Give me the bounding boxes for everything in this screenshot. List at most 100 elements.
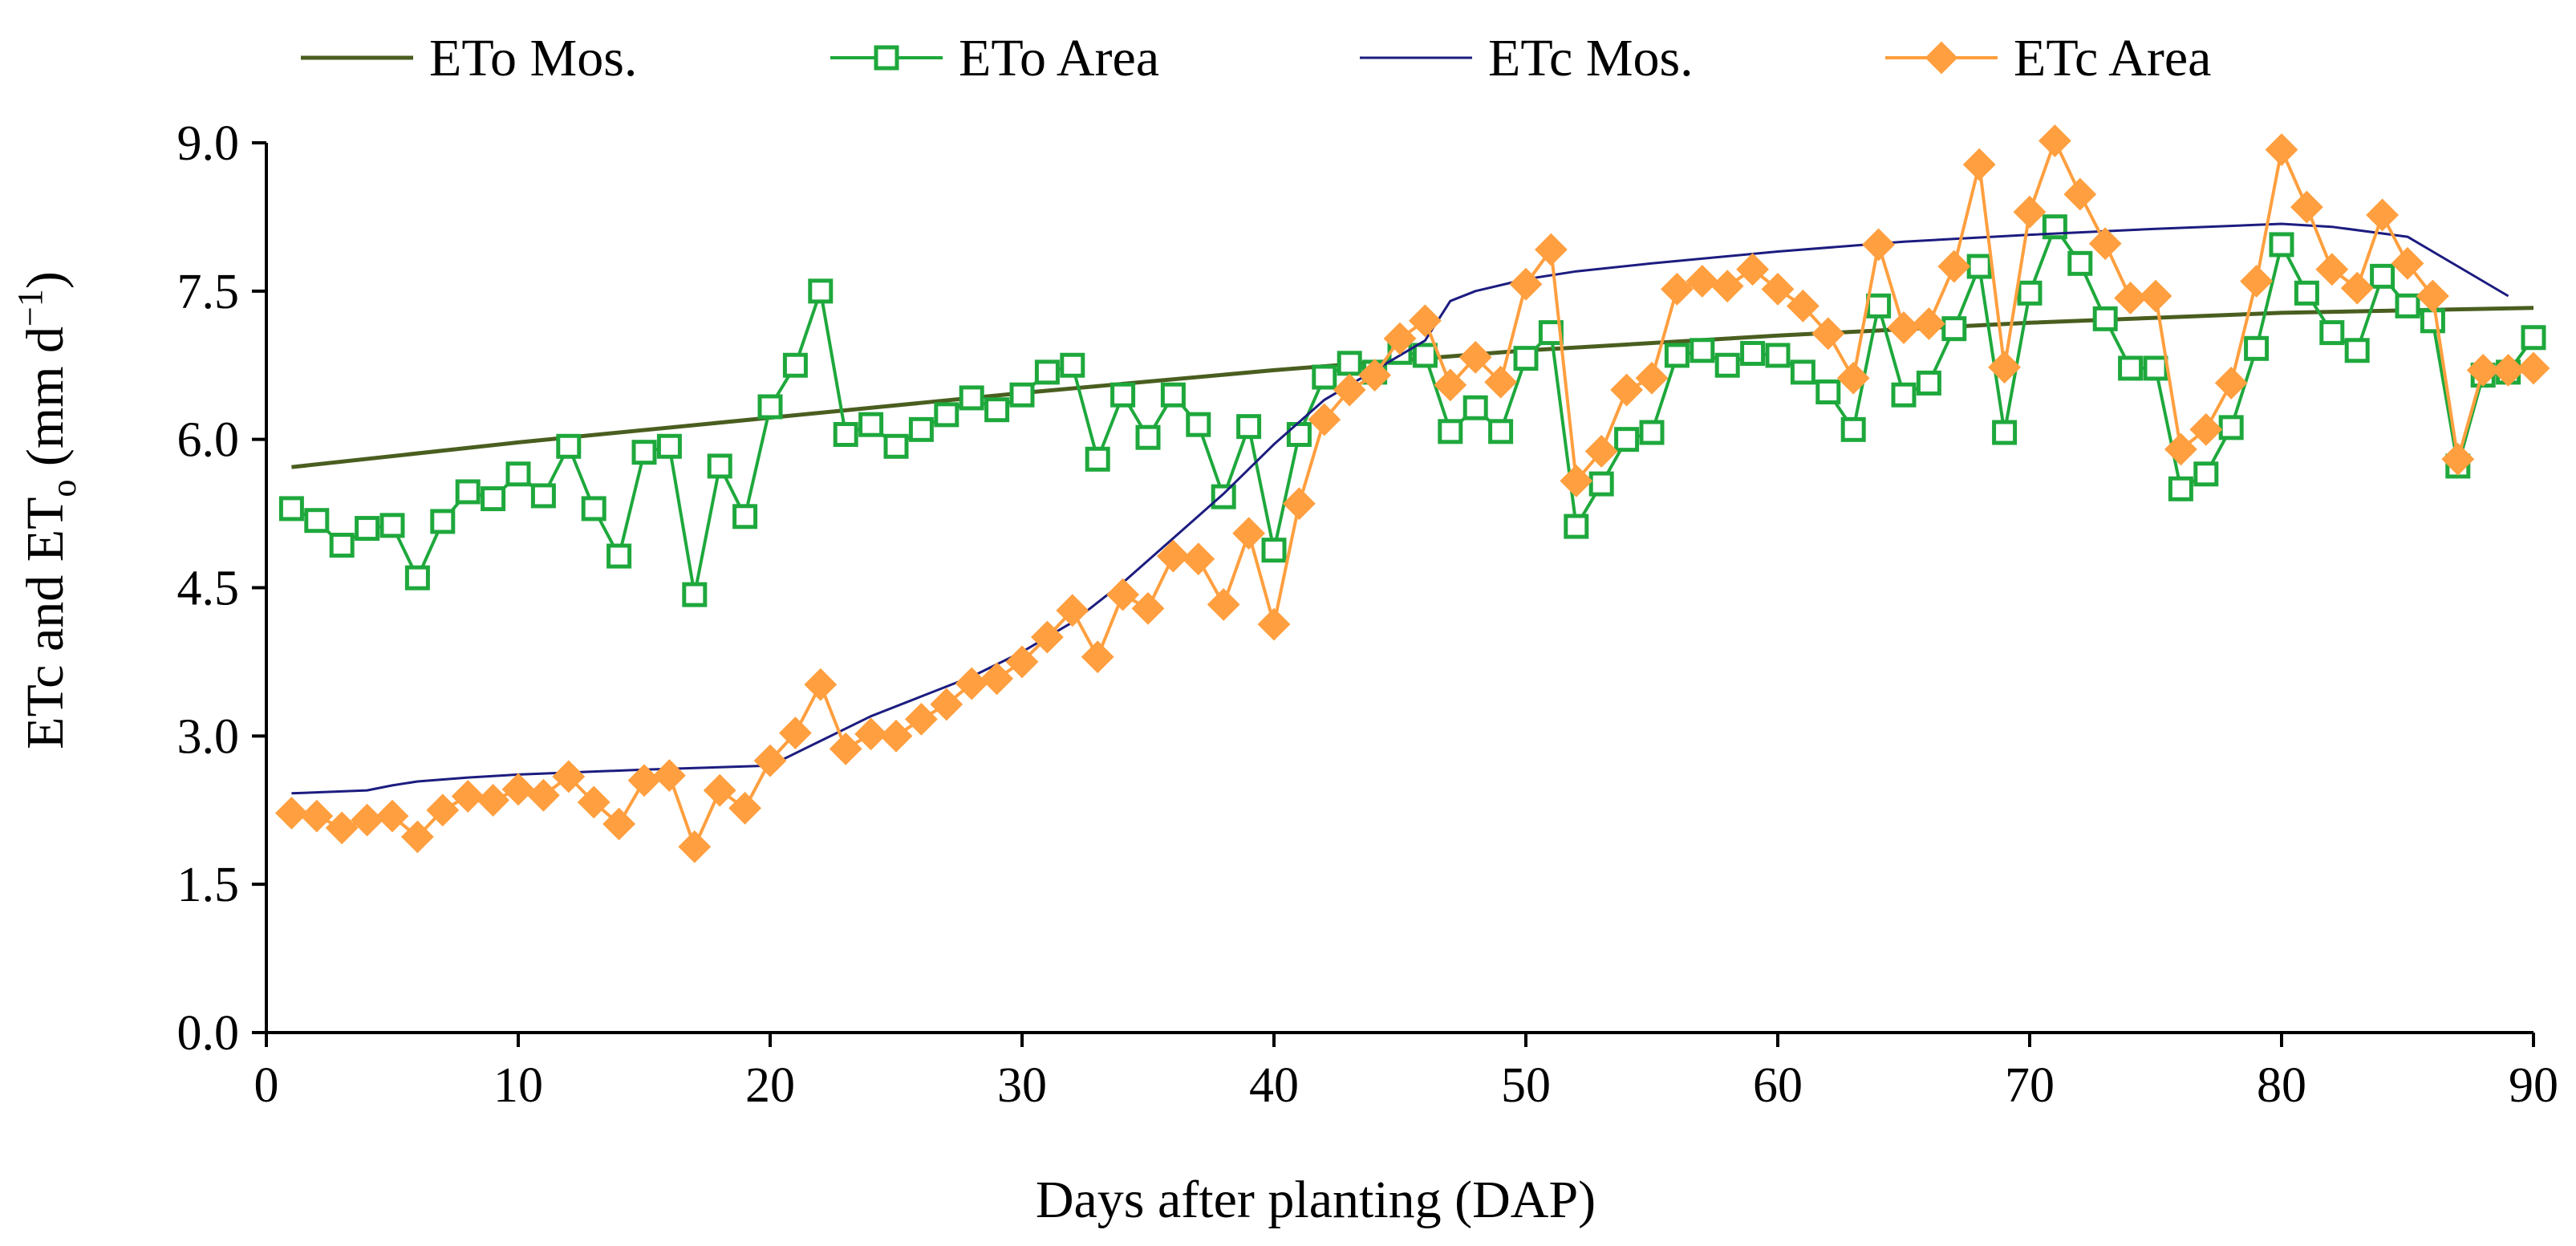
data-point-etc-area [426,793,460,827]
data-point-eto-area [1941,316,1967,342]
data-point-etc-area [1081,640,1114,674]
data-point-etc-area [1610,373,1644,407]
data-point-etc-area [2063,177,2097,211]
data-point-eto-area [1513,346,1539,371]
y-axis-ticks: 0.0 1.5 3.0 4.5 6.0 7.5 9.0 [177,116,266,1061]
data-point-etc-area [879,719,913,753]
data-point-eto-area [1211,484,1236,509]
y-tick-label: 4.5 [177,562,240,616]
data-point-eto-area [1135,424,1161,450]
data-point-eto-area [1992,420,2018,445]
data-point-etc-area [1912,307,1945,340]
y-tick-label: 6.0 [177,413,240,468]
data-point-etc-area [477,784,510,817]
data-point-etc-area [1560,465,1593,497]
data-point-etc-area [2013,195,2047,229]
data-point-eto-area [858,412,884,437]
data-point-etc-area [854,717,888,751]
y-tick-label: 1.5 [177,858,240,912]
data-point-eto-area [581,496,606,522]
data-point-etc-area [1710,270,1744,303]
data-point-eto-area [2017,280,2043,306]
data-point-eto-area [1614,427,1640,453]
data-point-etc-area [1232,517,1266,550]
data-point-eto-area [934,402,959,428]
data-point-etc-area [1282,487,1316,521]
data-point-etc-area [577,785,611,819]
data-point-etc-area [375,799,409,833]
data-point-etc-area [778,716,812,750]
data-point-eto-area [631,440,657,465]
data-point-etc-area [1207,588,1240,621]
data-point-eto-area [1564,513,1589,539]
data-point-etc-area [2416,279,2449,313]
data-point-etc-area [728,791,762,825]
data-point-eto-area [278,496,304,522]
plot-area: 0 10 20 30 40 50 60 70 80 90 0.0 1.5 3.0 4.5 6.0 7.5 9.… [177,116,2559,1113]
data-point-eto-area [2168,476,2193,501]
data-point-eto-area [2092,306,2118,331]
data-point-eto-area [1740,340,1766,366]
data-point-etc-area [2088,227,2122,261]
data-point-eto-area [530,483,556,509]
data-point-etc-area [2214,367,2248,400]
data-point-eto-area [1488,419,1514,444]
data-point-eto-area [1639,420,1665,445]
data-point-eto-area [1009,382,1035,408]
data-point-etc-area [2366,198,2400,232]
x-tick-label: 20 [745,1058,795,1113]
data-point-eto-area [404,565,430,591]
data-point-etc-area [1156,539,1190,573]
y-axis-title-main: ETc and ET [16,497,75,749]
data-point-etc-area [300,799,334,833]
data-point-eto-area [883,433,909,459]
data-point-etc-area [1257,607,1291,641]
data-point-eto-area [2067,250,2093,276]
y-axis-title-unit: (mm d [16,327,75,480]
data-point-eto-area [2269,232,2294,258]
x-tick-label: 80 [2257,1058,2306,1113]
data-point-eto-area [606,543,632,569]
data-point-eto-area [808,278,834,304]
data-point-eto-area [329,533,355,558]
data-point-eto-area [984,397,1010,423]
data-point-etc-area [1182,542,1215,576]
data-point-eto-area [1714,352,1740,378]
data-point-etc-area [2315,253,2349,286]
data-point-eto-area [455,479,481,505]
data-point-etc-area [1408,304,1442,338]
data-point-etc-area [1005,645,1039,679]
y-tick-label: 7.5 [177,265,240,319]
data-point-eto-area [1312,364,1337,390]
data-point-eto-area [2344,338,2370,363]
data-point-eto-area [2395,293,2420,319]
x-tick-label: 50 [1501,1058,1551,1113]
data-point-etc-area [2189,412,2223,446]
data-point-eto-area [1765,343,1791,368]
data-point-eto-area [556,433,582,459]
data-point-etc-area [1131,591,1165,625]
data-point-eto-area [833,422,858,448]
data-point-etc-area [1937,250,1971,283]
legend-label: ETo Area [959,29,1159,87]
data-point-eto-area [1110,382,1136,408]
data-point-eto-area [2218,415,2244,440]
x-tick-label: 0 [254,1058,279,1113]
data-point-eto-area [732,504,758,530]
y-axis-title-subscript: o [44,480,83,497]
data-point-eto-area [2143,355,2168,381]
data-point-eto-area [1412,343,1438,368]
legend-label: ETc Area [2014,29,2211,87]
data-point-etc-area [526,778,560,812]
data-point-etc-area [1308,403,1341,436]
data-point-eto-area [355,516,380,542]
x-tick-label: 30 [997,1058,1047,1113]
data-point-eto-area [430,509,456,534]
data-point-etc-area [1660,272,1694,306]
data-point-etc-area [678,830,712,863]
data-point-etc-area [1030,620,1064,654]
data-point-etc-area [930,688,963,721]
data-point-eto-area [2244,335,2270,361]
data-point-etc-area [2466,353,2500,387]
